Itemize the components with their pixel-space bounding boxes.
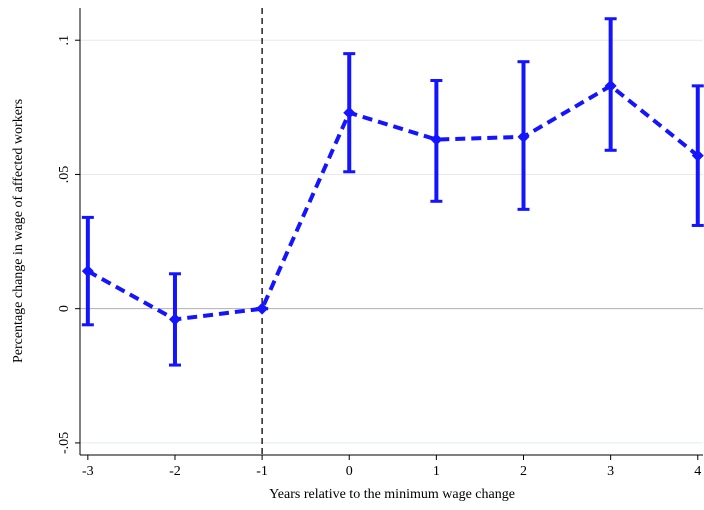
- y-axis-label: Percentage change in wage of affected wo…: [11, 99, 26, 363]
- marker: [343, 106, 356, 119]
- x-tick-label: 0: [346, 464, 353, 479]
- marker: [691, 149, 704, 162]
- y-tick-label: .1: [57, 35, 72, 46]
- x-tick-label: -1: [256, 464, 268, 479]
- marker: [517, 130, 530, 143]
- x-tick-label: 3: [607, 464, 614, 479]
- y-tick-label: -.05: [57, 432, 72, 454]
- line: [86, 83, 700, 322]
- marker: [430, 133, 443, 146]
- marker: [81, 265, 94, 278]
- marker: [256, 302, 269, 315]
- marker: [604, 79, 617, 92]
- x-axis-label: Years relative to the minimum wage chang…: [269, 487, 515, 502]
- x-tick-label: -2: [169, 464, 181, 479]
- x-tick-label: 1: [433, 464, 440, 479]
- y-tick-label: 0: [57, 305, 72, 312]
- marker: [168, 313, 181, 326]
- y-tick-label: .05: [57, 166, 72, 184]
- x-tick-label: 2: [520, 464, 527, 479]
- x-tick-label: -3: [82, 464, 94, 479]
- x-tick-label: 4: [694, 464, 701, 479]
